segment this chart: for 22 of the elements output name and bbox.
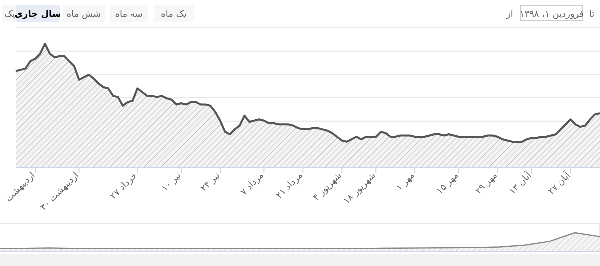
x-tick-label: اردیبهشت <box>4 171 38 204</box>
x-tick-label: خرداد ۲۷ <box>108 171 140 202</box>
text: فروردین ۱، ۱۳۹۸ <box>520 10 584 20</box>
x-tick-label: مرداد ۷ <box>239 170 266 198</box>
x-tick-label: مهر ۱۵ <box>435 170 462 197</box>
x-tick-label: شهریور ۴ <box>312 171 344 204</box>
x-tick-label: تیر ۲۴ <box>199 170 223 194</box>
text: از <box>506 10 514 20</box>
x-tick-label: آبان ۲۷ <box>545 169 574 198</box>
text: یک <box>4 10 16 20</box>
x-tick-label: مرداد ۲۱ <box>274 170 306 202</box>
x-tick-label: آبان ۱۳ <box>506 169 534 198</box>
text: شش ماه <box>66 10 102 20</box>
x-tick-label: مهر ۲۹ <box>474 170 500 197</box>
text: یک ماه <box>161 10 188 20</box>
text: سه ماه <box>115 10 143 20</box>
text: سال جاری <box>14 10 62 20</box>
x-tick-label: شهریور ۱۸ <box>342 171 378 207</box>
x-tick-label: مهر ۱ <box>394 170 418 194</box>
text: تا <box>589 10 596 20</box>
x-tick-label: تیر ۱۰ <box>160 170 184 194</box>
x-tick-label: اردیبهشت ۳۰ <box>39 171 82 214</box>
